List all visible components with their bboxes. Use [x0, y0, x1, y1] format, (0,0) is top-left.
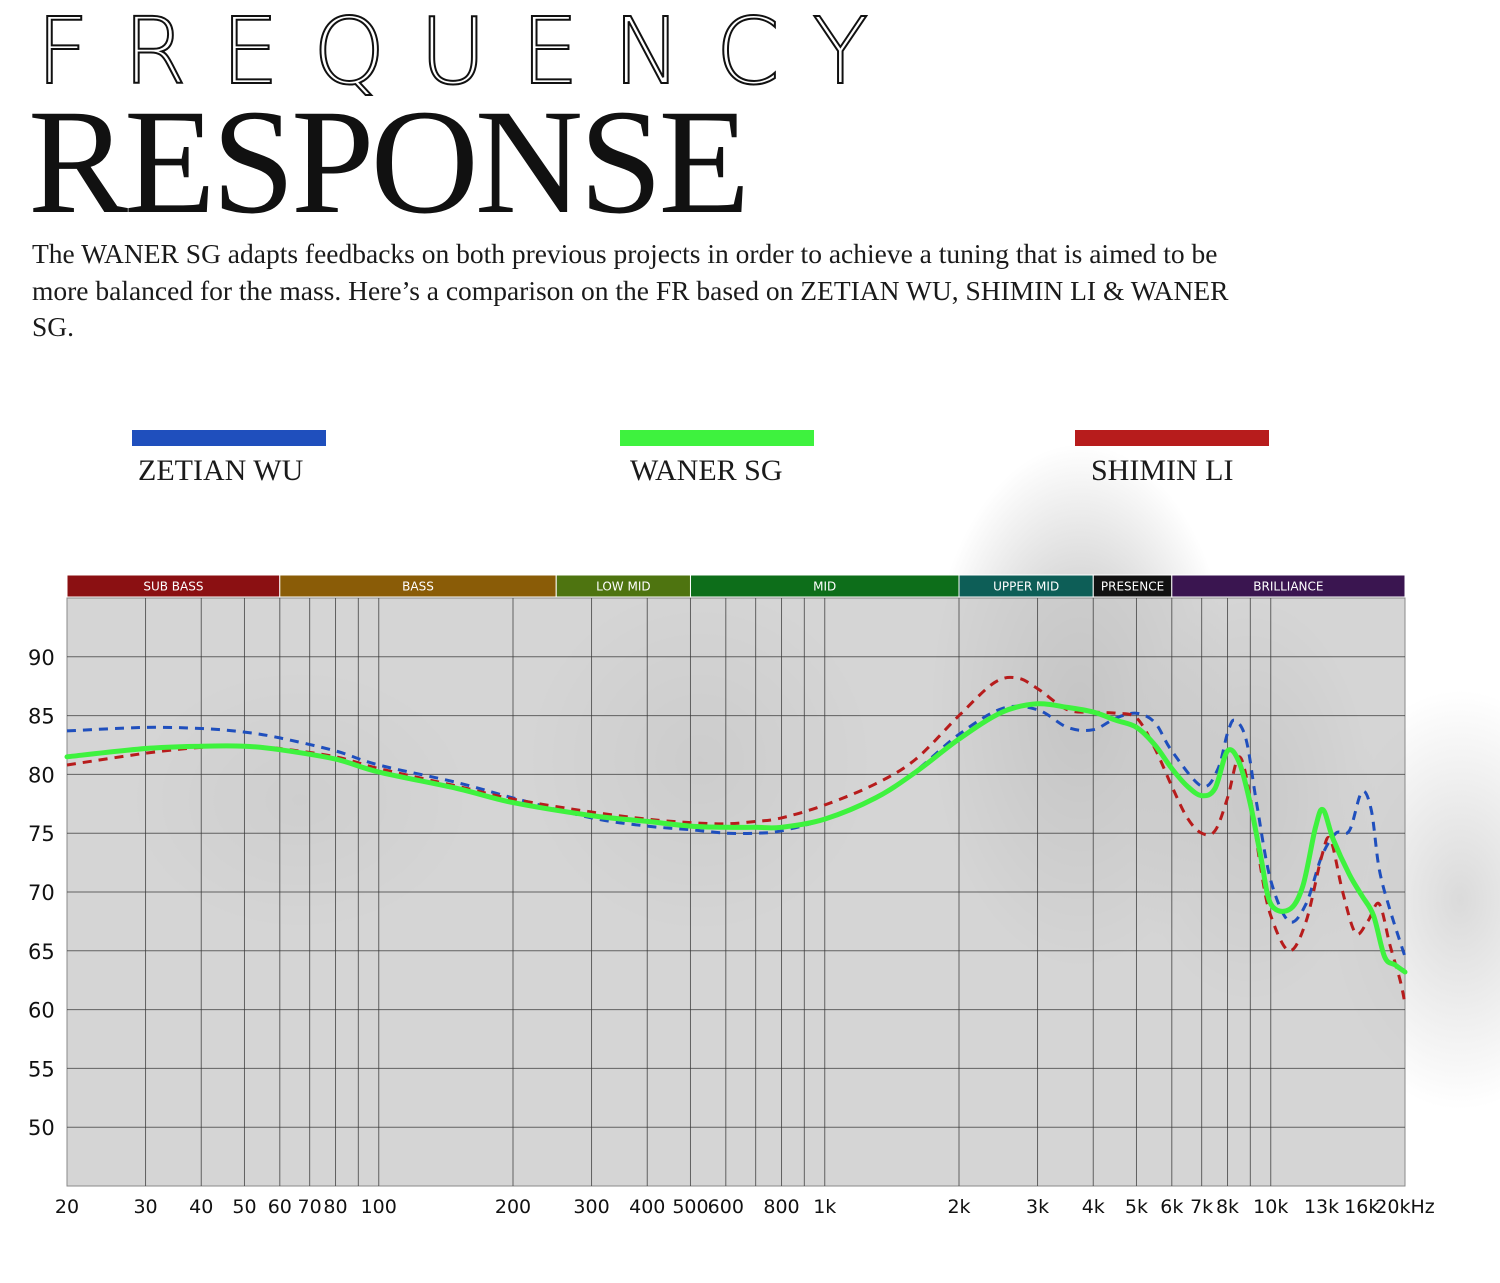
x-tick-label: 5k — [1125, 1196, 1148, 1218]
y-tick-label: 85 — [28, 705, 55, 729]
series-line-zetian-wu — [66, 704, 1407, 958]
x-tick-label: 20 — [55, 1196, 79, 1218]
y-tick-label: 80 — [28, 763, 55, 787]
x-tick-label: 20kHz — [1375, 1196, 1434, 1218]
x-tick-label: 10k — [1253, 1196, 1288, 1218]
x-tick-label: 800 — [763, 1196, 799, 1218]
legend-label: SHIMIN LI — [1091, 454, 1234, 487]
legend-swatch — [620, 430, 814, 446]
legend-label: WANER SG — [630, 454, 783, 487]
x-tick-label: 200 — [495, 1196, 531, 1218]
y-tick-label: 70 — [28, 881, 55, 905]
band-label: PRESENCE — [1101, 580, 1164, 594]
band-label: UPPER MID — [993, 580, 1059, 594]
x-tick-label: 40 — [189, 1196, 213, 1218]
x-tick-label: 100 — [361, 1196, 397, 1218]
title-frequency: FREQUENCY — [35, 0, 903, 105]
x-tick-label: 4k — [1082, 1196, 1105, 1218]
x-tick-label: 7k — [1190, 1196, 1213, 1218]
x-tick-label: 8k — [1216, 1196, 1239, 1218]
legend-swatch — [132, 430, 326, 446]
y-tick-label: 90 — [28, 646, 55, 670]
x-tick-label: 2k — [947, 1196, 970, 1218]
x-tick-label: 300 — [573, 1196, 609, 1218]
band-segment — [1171, 574, 1406, 598]
x-tick-label: 1k — [813, 1196, 836, 1218]
x-tick-label: 16k — [1344, 1196, 1379, 1218]
frequency-response-chart: SUB BASS BASS LOW MID MID UPPER MID PRESENCE B… — [28, 574, 1435, 1218]
y-tick-label: 60 — [28, 999, 55, 1023]
description-text: The WANER SG adapts feedbacks on both pr… — [32, 238, 1229, 342]
band-label: BASS — [402, 580, 434, 594]
band-label: MID — [813, 580, 836, 594]
x-tick-label: 50 — [232, 1196, 256, 1218]
legend-item-waner-sg: WANER SG — [620, 430, 814, 488]
x-tick-label: 13k — [1304, 1196, 1339, 1218]
x-tick-label: 600 — [708, 1196, 744, 1218]
legend-item-shimin-li: SHIMIN LI — [1075, 430, 1269, 488]
x-tick-label: 400 — [629, 1196, 665, 1218]
x-tick-label: 3k — [1026, 1196, 1049, 1218]
legend-swatch — [1075, 430, 1269, 446]
band-label: LOW MID — [596, 580, 651, 594]
title-response: RESPONSE — [28, 79, 750, 245]
y-tick-label: 55 — [28, 1057, 55, 1081]
band-label: SUB BASS — [143, 580, 203, 594]
x-tick-label: 60 — [268, 1196, 292, 1218]
x-tick-label: 6k — [1160, 1196, 1183, 1218]
series-line-waner-sg — [64, 701, 1408, 975]
y-tick-label: 50 — [28, 1116, 55, 1140]
x-tick-label: 30 — [133, 1196, 157, 1218]
x-tick-label: 500 — [672, 1196, 708, 1218]
x-tick-label: 70 — [298, 1196, 322, 1218]
legend-label: ZETIAN WU — [138, 454, 304, 487]
y-tick-label: 75 — [28, 822, 55, 846]
y-tick-label: 65 — [28, 940, 55, 964]
x-tick-label: 80 — [323, 1196, 347, 1218]
legend-item-zetian-wu: ZETIAN WU — [132, 430, 326, 488]
band-label: BRILLIANCE — [1253, 580, 1323, 594]
